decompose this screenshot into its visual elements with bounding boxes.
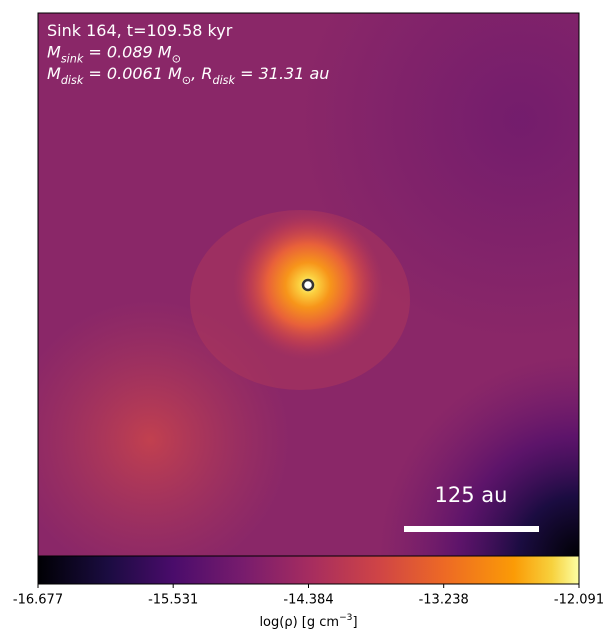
text-part: M (47, 42, 61, 61)
annotation: Msink = 0.089 M⊙ (47, 42, 181, 65)
text-part: disk (212, 74, 235, 87)
text-part: ⊙ (182, 74, 191, 87)
annotation: Mdisk = 0.0061 M⊙, Rdisk = 31.31 au (47, 64, 329, 87)
text-part: = 0.0061 M (83, 64, 182, 83)
text-part: Sink 164, t=109.58 kyr (47, 21, 233, 40)
tick-label: -12.091 (554, 593, 604, 608)
text-part: log(ρ) [g cm (259, 615, 339, 630)
tick-label: -14.384 (283, 593, 333, 608)
text-part: disk (61, 74, 84, 87)
tick-label: -15.531 (148, 593, 198, 608)
text-part: sink (61, 52, 84, 65)
text-part: , R (191, 64, 212, 83)
text-part: ⊙ (172, 52, 181, 65)
text-part: = 31.31 au (235, 64, 329, 83)
tick-label: -16.677 (13, 593, 63, 608)
text-part: M (47, 64, 61, 83)
text-part: −3 (339, 613, 353, 623)
colorbar-label: log(ρ) [g cm−3] (259, 613, 357, 630)
scale-bar-label: 125 au (435, 483, 508, 507)
tick-label: -13.238 (419, 593, 469, 608)
sink-marker (301, 278, 315, 292)
colorbar (37, 555, 580, 585)
annotation: Sink 164, t=109.58 kyr (47, 21, 233, 40)
scale-bar (404, 526, 539, 532)
text-part: = 0.089 M (83, 42, 171, 61)
text-part: ] (352, 615, 357, 630)
